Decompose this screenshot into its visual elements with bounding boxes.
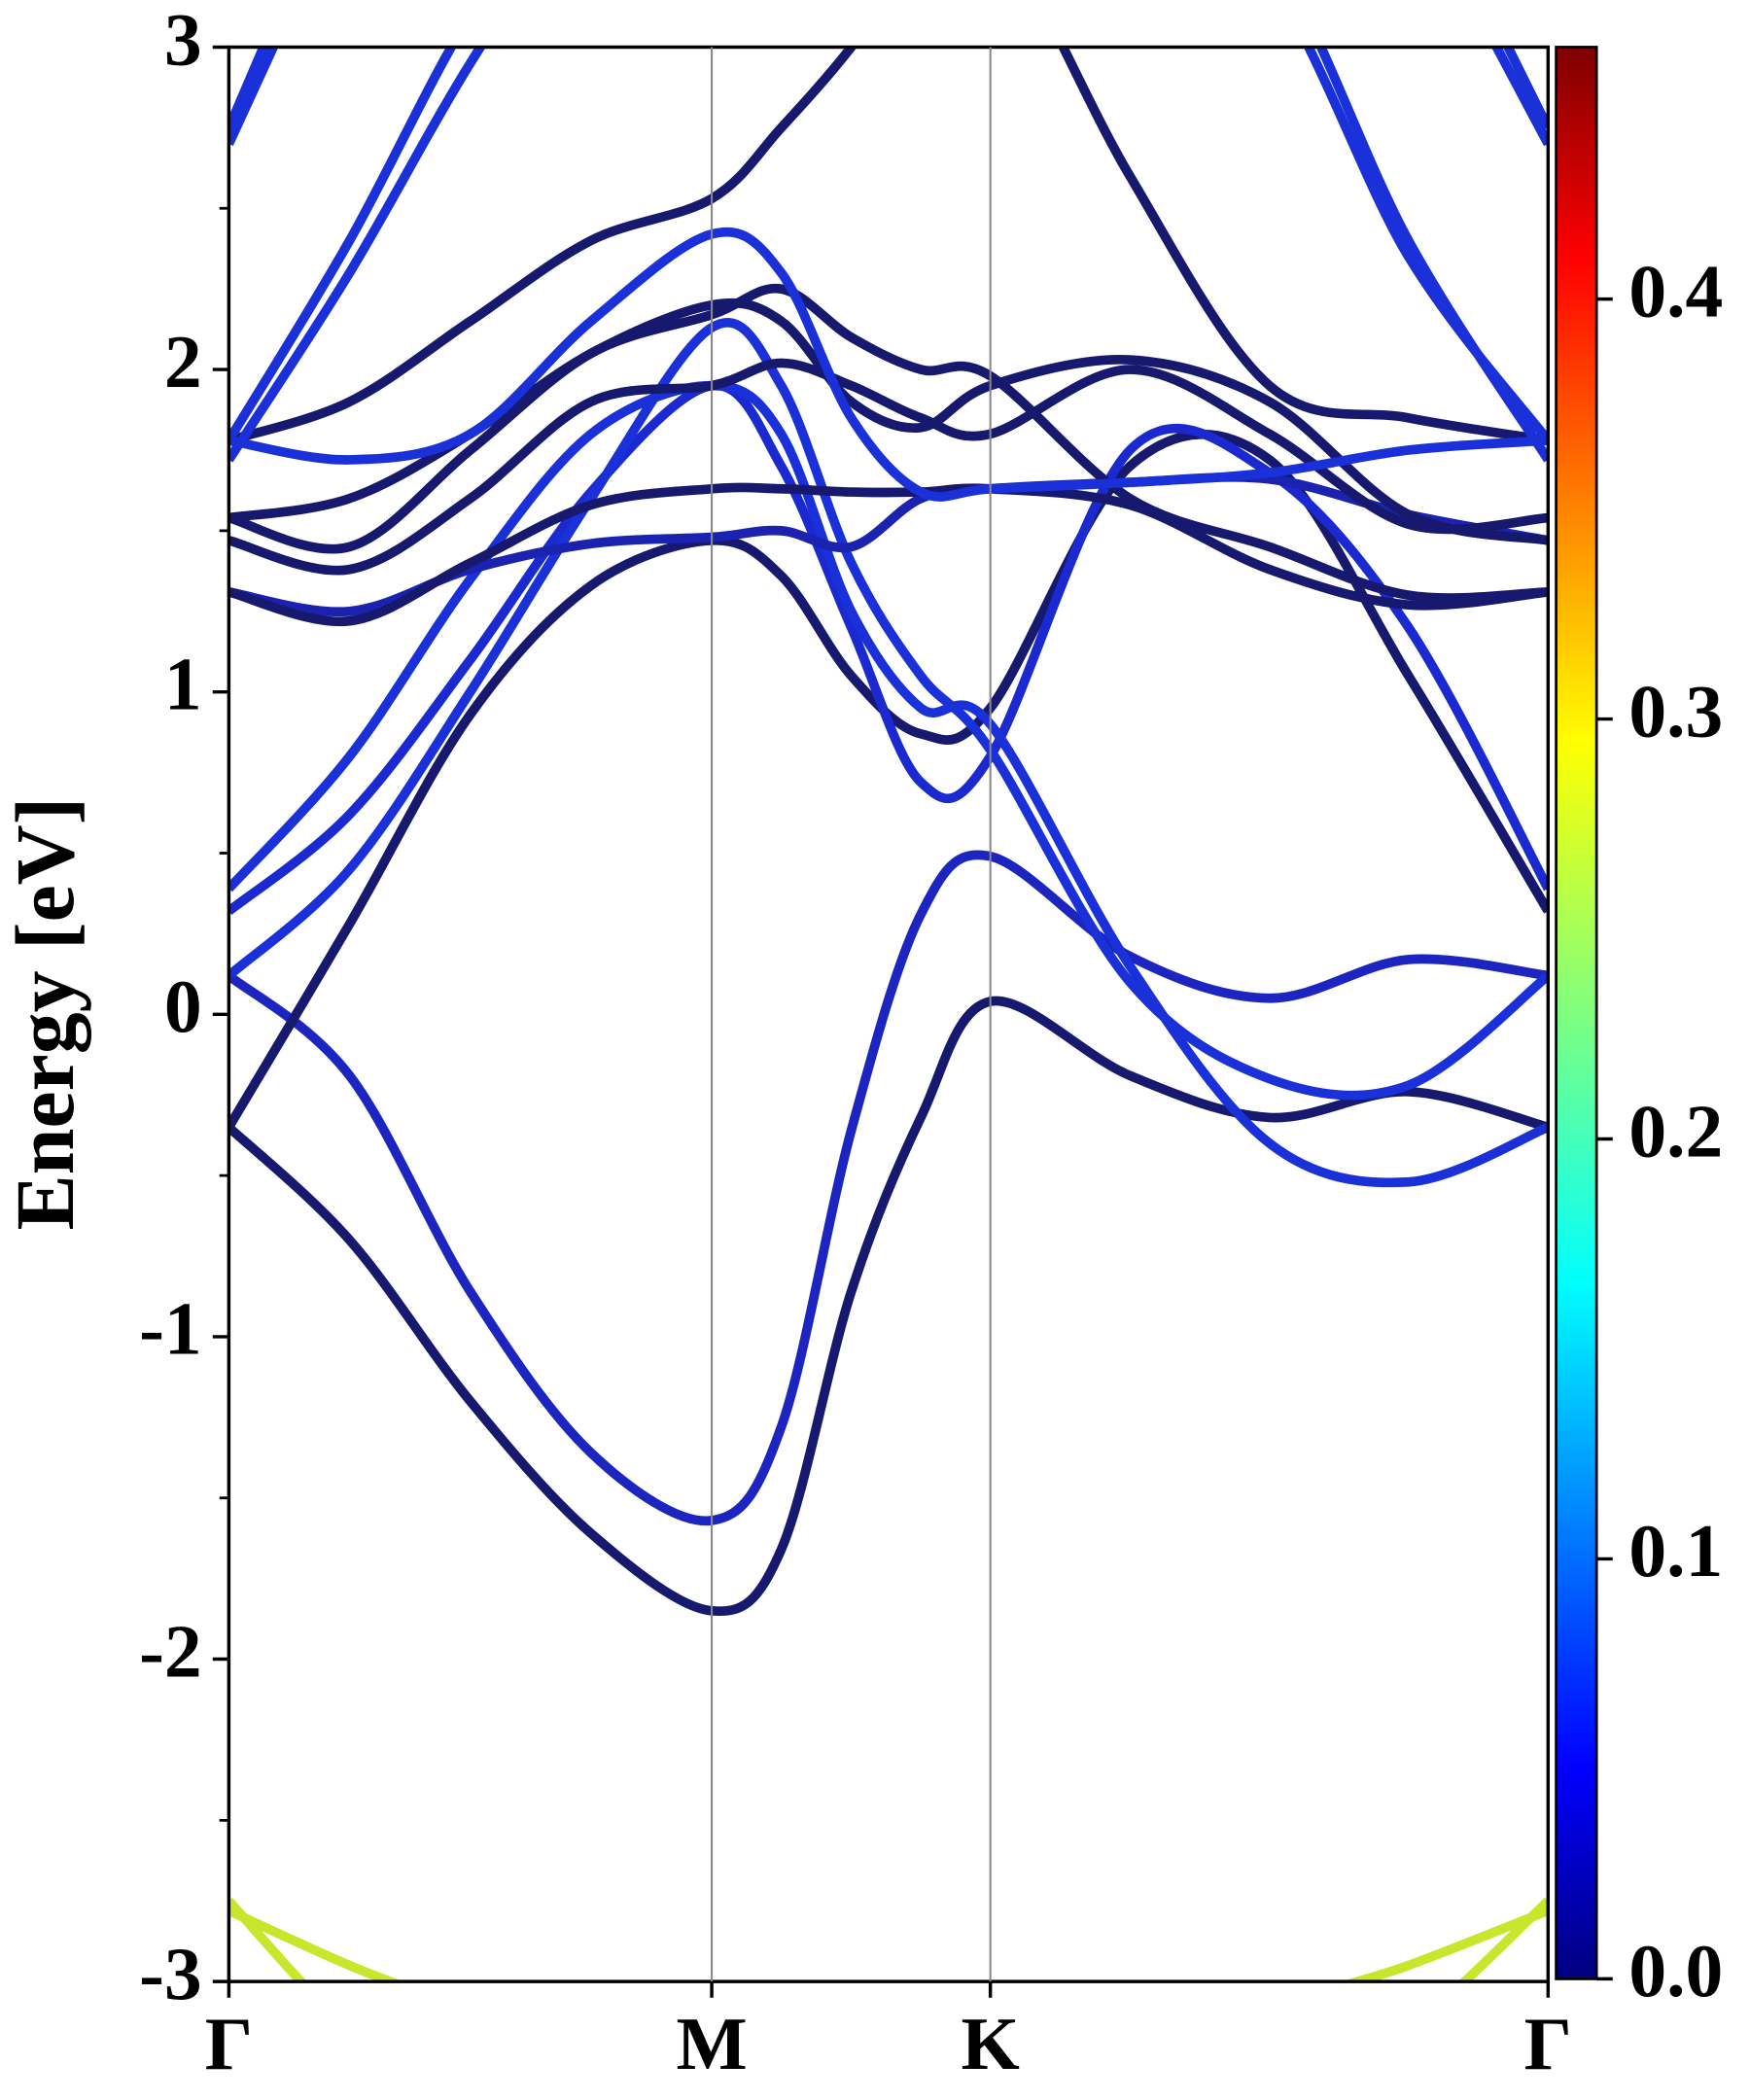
band [228,1906,1549,1982]
y-tick-label: 1 [164,642,202,725]
colorbar-tick-label: 0.2 [1628,1089,1723,1172]
band [228,47,1549,463]
colorbar-tick-label: 0.4 [1628,249,1723,332]
band [228,850,1549,1526]
x-tick-label: Γ [1524,2002,1572,2085]
y-tick-label: 0 [164,964,202,1048]
band [228,358,1549,576]
y-tick-label: 3 [164,0,202,81]
colorbar-tick-label: 0.3 [1628,669,1723,752]
band [228,429,1549,1130]
band [228,996,1549,1617]
colorbar-tick-label: 0.0 [1628,1929,1723,2012]
band [228,283,1549,603]
plot-area [228,47,1549,1982]
band [228,47,1549,443]
band [228,482,1549,627]
y-tick-label: -2 [139,1609,202,1693]
band [228,298,1549,545]
y-axis-label: Energy [eV] [0,797,91,1231]
x-tick-label: M [676,2002,747,2085]
band [228,227,1549,502]
x-tick-label: Γ [205,2002,253,2085]
y-tick-label: 2 [164,320,202,403]
band [228,380,1549,1188]
colorbar [1555,46,1598,1980]
y-tick-label: -3 [139,1932,202,2015]
colorbar-tick-label: 0.1 [1628,1509,1723,1592]
x-tick-label: K [961,2002,1019,2085]
band [228,47,1549,445]
band [228,472,1549,617]
y-tick-label: -1 [139,1287,202,1371]
band [228,380,1549,915]
band [228,1897,1549,1982]
